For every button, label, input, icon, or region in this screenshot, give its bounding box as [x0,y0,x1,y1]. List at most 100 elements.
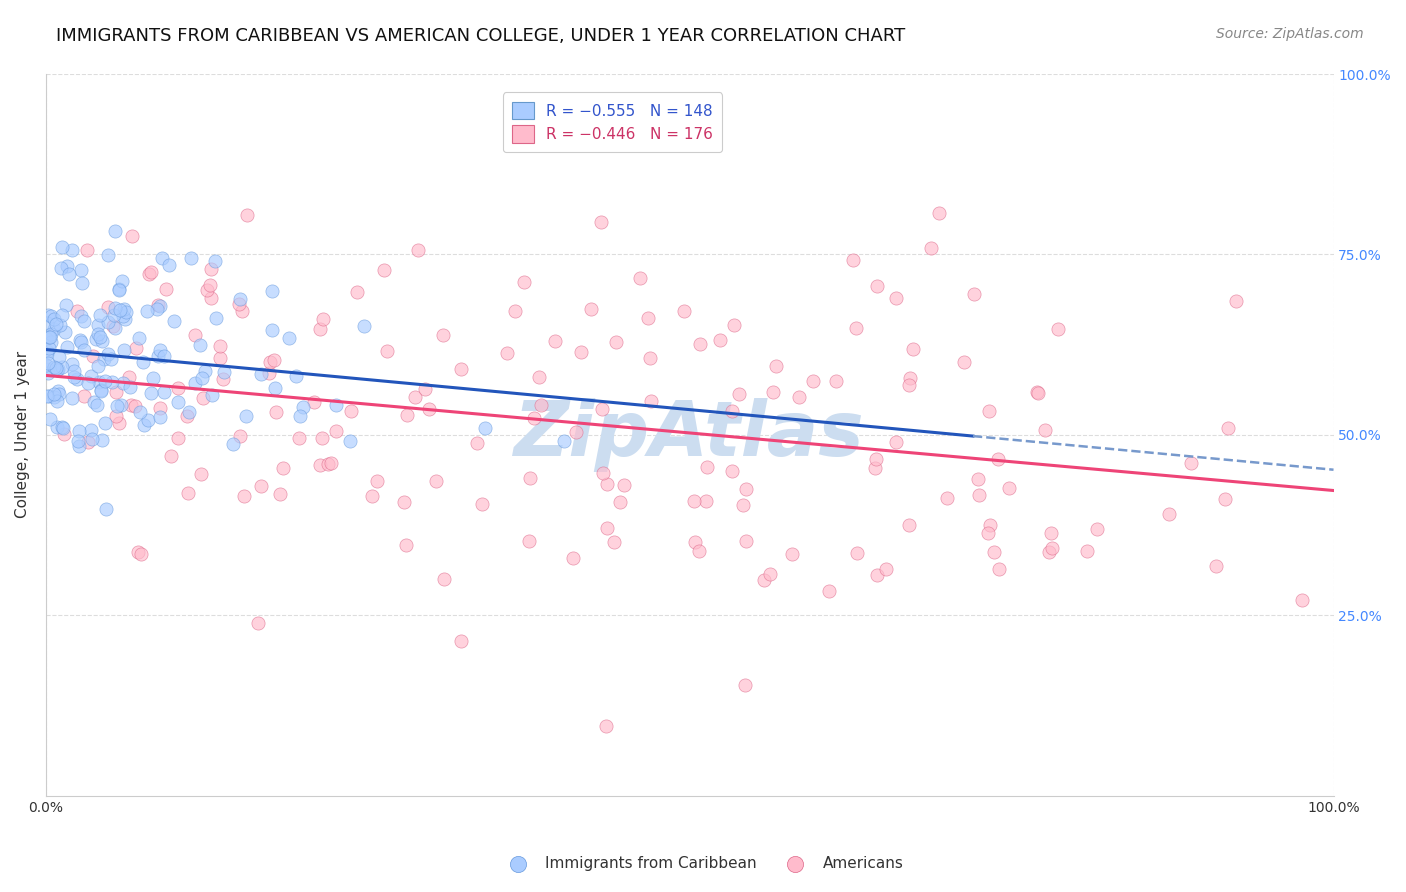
Point [66,434,89,449]
Point [132,417,155,432]
Point [67,424,90,438]
Point [801,374,824,388]
Point [146,298,169,312]
Point [157,258,180,272]
Point [288,409,311,424]
Point [1026,385,1049,400]
Point [1025,384,1047,399]
Point [183,376,205,391]
Point [291,400,314,414]
Point [166,431,188,445]
Point [118,380,141,394]
Point [76,243,98,257]
Point [263,381,285,395]
Point [48,350,70,364]
Point [125,341,148,355]
Point [39,309,62,323]
Point [52,427,75,442]
Point [696,459,718,474]
Point [418,402,440,417]
Point [259,355,281,369]
Point [897,518,920,533]
Point [51,419,73,434]
Point [523,411,546,425]
Point [100,375,122,389]
Point [41,327,63,342]
Point [825,374,848,388]
Point [250,367,273,381]
Point [110,398,132,412]
Point [936,491,959,506]
Point [637,311,659,326]
Point [1040,541,1063,555]
Point [734,678,756,692]
Point [865,278,887,293]
Point [471,497,494,511]
Point [979,518,1001,533]
Point [49,260,72,275]
Point [160,450,183,464]
Point [1205,559,1227,574]
Point [673,304,696,318]
Point [404,390,426,404]
Point [264,405,287,419]
Point [82,349,104,363]
Point [209,351,232,366]
Point [728,386,751,401]
Point [201,387,224,401]
Point [127,545,149,559]
Point [155,282,177,296]
Point [222,437,245,451]
Point [987,451,1010,466]
Point [104,301,127,315]
Point [208,339,231,353]
Point [609,495,631,509]
Point [86,318,108,332]
Point [569,345,592,359]
Point [97,300,120,314]
Point [107,417,129,431]
Point [194,364,217,378]
Point [312,311,335,326]
Point [754,573,776,587]
Point [688,544,710,558]
Point [90,384,112,399]
Point [148,349,170,363]
Point [842,253,865,268]
Point [35,362,58,376]
Point [48,387,70,401]
Point [87,326,110,341]
Point [513,275,536,289]
Point [602,535,624,549]
Point [149,299,172,313]
Point [103,308,125,322]
Point [519,471,541,485]
Point [101,319,124,334]
Point [983,545,1005,559]
Point [51,360,73,375]
Point [66,304,89,318]
Point [731,498,754,512]
Point [89,308,111,322]
Point [1291,593,1313,607]
Point [1157,507,1180,521]
Point [288,431,311,445]
Point [80,369,103,384]
Point [72,343,94,357]
Point [114,312,136,326]
Point [998,481,1021,495]
Point [200,291,222,305]
Point [787,390,810,404]
Point [530,398,553,412]
Point [39,412,62,426]
Point [319,456,342,470]
Point [86,398,108,412]
Point [149,401,172,415]
Point [596,521,619,535]
Point [198,277,221,292]
Legend: R = −0.555   N = 148, R = −0.446   N = 176: R = −0.555 N = 148, R = −0.446 N = 176 [503,93,721,153]
Point [46,420,69,434]
Point [591,402,613,417]
Point [465,436,488,450]
Point [340,404,363,418]
